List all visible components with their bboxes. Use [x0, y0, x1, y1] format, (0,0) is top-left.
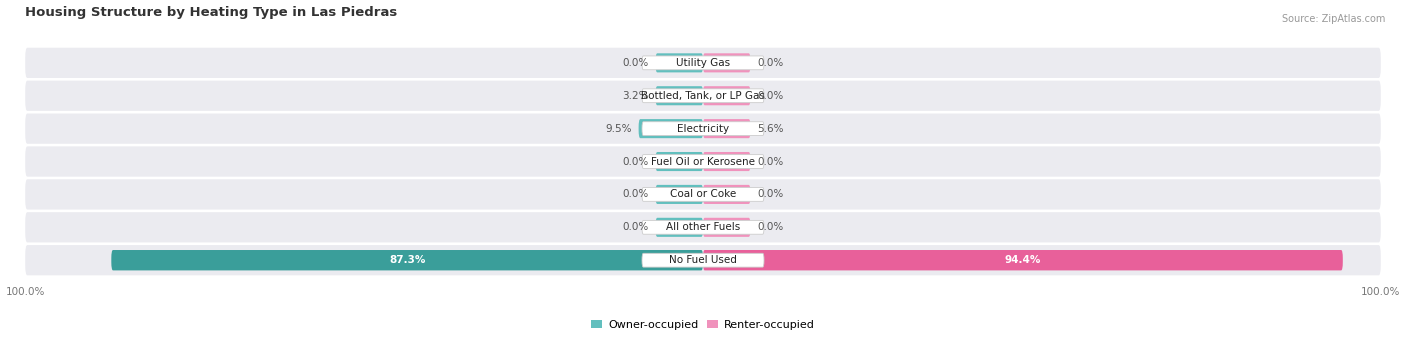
Legend: Owner-occupied, Renter-occupied: Owner-occupied, Renter-occupied [586, 315, 820, 334]
Text: All other Fuels: All other Fuels [666, 222, 740, 232]
FancyBboxPatch shape [703, 218, 751, 237]
Text: 94.4%: 94.4% [1005, 255, 1040, 265]
FancyBboxPatch shape [703, 185, 751, 204]
Text: 0.0%: 0.0% [623, 157, 648, 166]
Text: 5.6%: 5.6% [758, 124, 783, 134]
FancyBboxPatch shape [703, 250, 1343, 270]
FancyBboxPatch shape [643, 56, 763, 70]
Text: 0.0%: 0.0% [758, 91, 783, 101]
FancyBboxPatch shape [643, 89, 763, 103]
FancyBboxPatch shape [655, 152, 703, 171]
Text: 0.0%: 0.0% [623, 58, 648, 68]
Text: Electricity: Electricity [676, 124, 730, 134]
FancyBboxPatch shape [25, 80, 1381, 111]
FancyBboxPatch shape [655, 86, 703, 105]
Text: 87.3%: 87.3% [389, 255, 426, 265]
FancyBboxPatch shape [25, 245, 1381, 275]
Text: 0.0%: 0.0% [758, 189, 783, 199]
FancyBboxPatch shape [25, 48, 1381, 78]
Text: 9.5%: 9.5% [606, 124, 631, 134]
FancyBboxPatch shape [703, 86, 751, 105]
Text: Source: ZipAtlas.com: Source: ZipAtlas.com [1281, 14, 1385, 24]
FancyBboxPatch shape [643, 253, 763, 267]
Text: No Fuel Used: No Fuel Used [669, 255, 737, 265]
FancyBboxPatch shape [638, 119, 703, 138]
Text: 0.0%: 0.0% [758, 157, 783, 166]
FancyBboxPatch shape [703, 152, 751, 171]
FancyBboxPatch shape [655, 218, 703, 237]
Text: Coal or Coke: Coal or Coke [669, 189, 737, 199]
FancyBboxPatch shape [25, 146, 1381, 177]
FancyBboxPatch shape [25, 179, 1381, 210]
Text: Bottled, Tank, or LP Gas: Bottled, Tank, or LP Gas [641, 91, 765, 101]
FancyBboxPatch shape [703, 119, 751, 138]
FancyBboxPatch shape [643, 188, 763, 201]
Text: 0.0%: 0.0% [623, 222, 648, 232]
Text: Fuel Oil or Kerosene: Fuel Oil or Kerosene [651, 157, 755, 166]
FancyBboxPatch shape [643, 220, 763, 234]
Text: Utility Gas: Utility Gas [676, 58, 730, 68]
Text: 0.0%: 0.0% [758, 58, 783, 68]
FancyBboxPatch shape [111, 250, 703, 270]
Text: 0.0%: 0.0% [623, 189, 648, 199]
FancyBboxPatch shape [655, 185, 703, 204]
FancyBboxPatch shape [25, 114, 1381, 144]
FancyBboxPatch shape [643, 154, 763, 168]
FancyBboxPatch shape [703, 53, 751, 72]
Text: 3.2%: 3.2% [623, 91, 648, 101]
FancyBboxPatch shape [655, 53, 703, 72]
Text: 0.0%: 0.0% [758, 222, 783, 232]
FancyBboxPatch shape [25, 212, 1381, 242]
Text: Housing Structure by Heating Type in Las Piedras: Housing Structure by Heating Type in Las… [25, 5, 398, 18]
FancyBboxPatch shape [643, 122, 763, 135]
